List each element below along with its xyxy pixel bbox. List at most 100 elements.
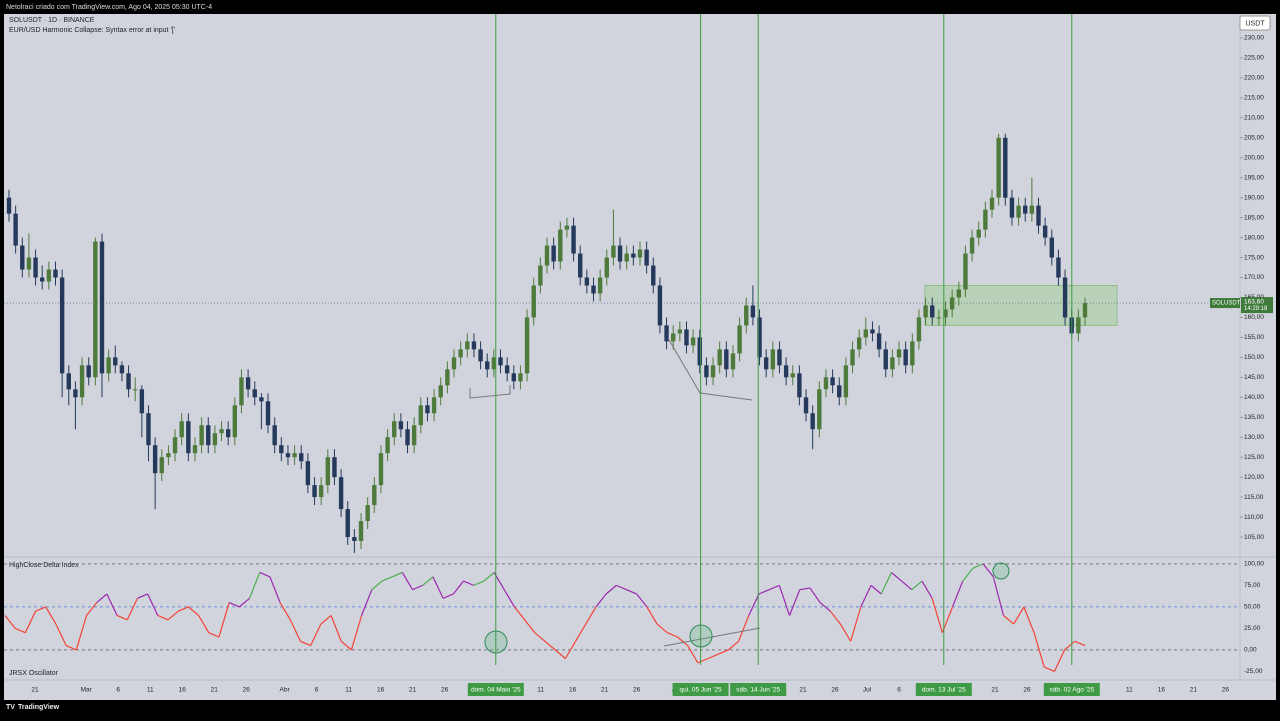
candle-body — [544, 245, 550, 266]
oscillator-line — [1064, 640, 1076, 651]
oscillator-line — [188, 606, 199, 616]
x-tick-label: 21 — [799, 687, 807, 694]
candle-body — [312, 485, 317, 498]
candle-body — [431, 397, 437, 414]
oscillator-line — [758, 589, 770, 595]
oscillator-line — [228, 602, 240, 608]
candle-body — [46, 269, 52, 282]
candle-body — [445, 369, 450, 386]
chart-background — [4, 14, 1276, 700]
y-tick-label: 225,00 — [1244, 55, 1264, 62]
oscillator-line — [137, 593, 148, 599]
oscillator-line — [503, 589, 515, 608]
oscillator-line — [809, 587, 821, 603]
oscillator-line — [1033, 632, 1045, 668]
candle-body — [40, 277, 45, 282]
candle-body — [1062, 277, 1068, 318]
oscillator-line — [167, 610, 179, 621]
candle-body — [710, 365, 716, 378]
oscillator-line — [901, 580, 913, 591]
candle-body — [498, 357, 503, 366]
oscillator-line — [656, 623, 668, 634]
oscillator-line — [340, 640, 352, 651]
y-tick-label: 215,00 — [1244, 95, 1264, 102]
candle-body — [478, 349, 483, 362]
oscillator-line — [1013, 606, 1025, 625]
oscillator-line — [554, 649, 566, 659]
candle-body — [983, 209, 988, 230]
candle-body — [823, 377, 829, 390]
y-tick-label: 105,00 — [1244, 534, 1264, 541]
candle-body — [13, 213, 18, 246]
candle-body — [989, 197, 995, 210]
candle-body — [704, 365, 709, 378]
candle-body — [305, 461, 311, 486]
candle-body — [259, 397, 264, 402]
candle-body — [113, 357, 118, 366]
candle-body — [930, 305, 935, 318]
y-tick-label: 185,00 — [1244, 214, 1264, 221]
oscillator-line — [75, 615, 88, 651]
x-tick-label: 6 — [897, 687, 901, 694]
oscillator-line — [921, 580, 933, 599]
x-tick-label: 26 — [831, 687, 839, 694]
x-tick-label: 26 — [633, 687, 641, 694]
currency-button-label[interactable]: USDT — [1245, 20, 1265, 27]
candle-body — [192, 445, 198, 454]
oscillator-line — [951, 580, 964, 608]
candle-body — [6, 197, 12, 214]
oscillator-line — [96, 593, 108, 604]
candle-body — [684, 329, 689, 346]
candle-body — [717, 349, 722, 366]
x-tick-label: 21 — [601, 687, 609, 694]
x-tick-label: sáb. 14 Jun '25 — [736, 687, 780, 694]
candle-body — [26, 257, 32, 270]
candle-body — [518, 373, 523, 382]
candle-body — [225, 429, 231, 438]
candle-body — [451, 357, 457, 370]
candle-body — [418, 405, 424, 426]
candle-body — [106, 357, 111, 374]
candle-body — [531, 285, 536, 318]
oscillator-line — [585, 606, 597, 625]
candle-body — [372, 485, 377, 506]
candle-body — [856, 337, 862, 350]
oscillator-line — [330, 615, 342, 642]
candle-body — [504, 365, 510, 374]
oscillator-line — [778, 585, 791, 616]
oscillator-line — [147, 593, 159, 616]
candle-body — [245, 377, 251, 390]
y-tick-label: 170,00 — [1244, 274, 1264, 281]
y-tick-label: 145,00 — [1244, 374, 1264, 381]
x-tick-label: 6 — [116, 687, 120, 694]
trend-line — [667, 337, 753, 401]
oscillator-line — [564, 640, 577, 659]
candle-body — [325, 457, 331, 486]
oscillator-line — [687, 645, 699, 664]
oscillator-line — [748, 593, 760, 616]
candle-body — [664, 325, 669, 342]
x-tick-label: 21 — [31, 687, 39, 694]
oscillator-line — [626, 589, 637, 595]
candle-body — [591, 285, 596, 294]
oscillator-line — [269, 576, 281, 603]
oscillator-title: HighClose Delta Index — [9, 562, 79, 569]
oscillator-line — [218, 602, 230, 638]
oscillator-line — [248, 572, 261, 599]
oscillator-line — [738, 615, 750, 642]
oscillator-line — [931, 598, 943, 633]
candle-body — [963, 253, 968, 290]
y-tick-label: 220,00 — [1244, 75, 1264, 82]
candle-body — [132, 389, 138, 391]
candle-body — [126, 373, 131, 390]
candle-body — [883, 349, 888, 370]
x-tick-label: Abr — [280, 687, 291, 694]
oscillator-line — [1044, 666, 1055, 672]
currency-button[interactable] — [1239, 15, 1271, 31]
candle-body — [385, 437, 390, 454]
symbol-info: SOLUSDT · 1D · BINANCE — [9, 17, 95, 24]
candle-body — [392, 421, 397, 438]
oscillator-line — [14, 627, 26, 634]
oscillator-line — [463, 580, 474, 586]
trend-line — [469, 385, 511, 399]
